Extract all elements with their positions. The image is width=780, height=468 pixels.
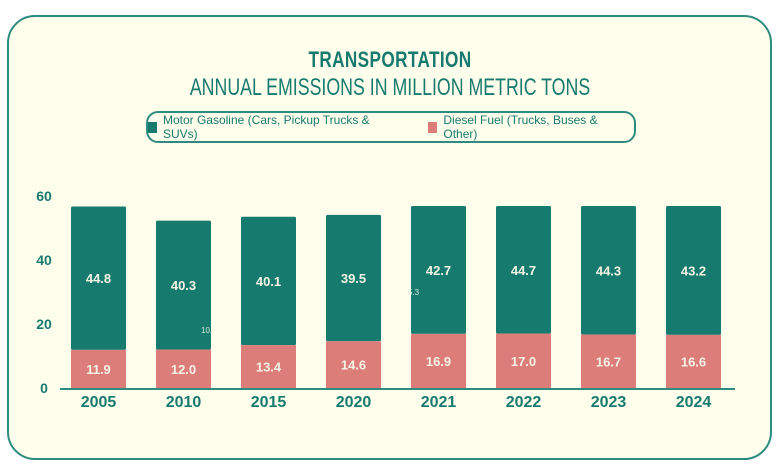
data-label-gasoline: 44.8 — [86, 271, 111, 286]
bar-diesel[interactable] — [326, 341, 381, 388]
bar-diesel[interactable] — [156, 349, 211, 388]
x-tick-label: 2005 — [81, 394, 117, 411]
data-label-gasoline: 40.3 — [171, 278, 196, 293]
legend-item-gasoline[interactable]: Motor Gasoline (Cars, Pickup Trucks & SU… — [148, 113, 406, 141]
data-label-diesel: 16.9 — [426, 354, 451, 369]
x-tick-label: 2022 — [506, 394, 542, 411]
legend-swatch-gasoline — [148, 121, 157, 133]
bar-gasoline[interactable] — [666, 206, 721, 335]
annotation-fragment: 5.3 — [408, 288, 420, 297]
data-label-diesel: 16.6 — [681, 354, 706, 369]
bar-diesel[interactable] — [411, 333, 466, 388]
bar-diesel[interactable] — [71, 349, 126, 388]
data-label-gasoline: 43.2 — [681, 263, 706, 278]
legend-swatch-diesel — [428, 121, 438, 133]
x-tick-label: 2020 — [336, 394, 372, 411]
legend-label-diesel: Diesel Fuel (Trucks, Buses & Other) — [443, 113, 598, 141]
bars: 44.8 11.9 40.3 12.0 40.1 13.4 39.5 14.6 42.7 16.9… — [71, 206, 721, 388]
x-tick-label: 2024 — [676, 394, 712, 411]
y-tick-label: 20 — [36, 316, 52, 332]
data-label-diesel: 17.0 — [511, 354, 536, 369]
data-label-gasoline: 44.7 — [511, 263, 536, 278]
chart-card — [7, 15, 772, 460]
data-label-gasoline: 42.7 — [426, 263, 451, 278]
x-tick-label: 2015 — [251, 394, 287, 411]
bar-gasoline[interactable] — [581, 206, 636, 335]
bar-diesel[interactable] — [496, 333, 551, 388]
legend-item-diesel[interactable]: Diesel Fuel (Trucks, Buses & Other) — [428, 113, 634, 141]
annotation-fragment: 10. — [201, 326, 212, 335]
x-tick-label: 2010 — [166, 394, 202, 411]
data-label-gasoline: 40.1 — [256, 274, 281, 289]
bar-gasoline[interactable] — [496, 206, 551, 334]
bar-gasoline[interactable] — [156, 220, 211, 350]
data-label-gasoline: 44.3 — [596, 263, 621, 278]
x-tick-label: 2021 — [421, 394, 457, 411]
data-label-diesel: 13.4 — [256, 360, 282, 375]
y-tick-label: 0 — [40, 380, 48, 396]
x-tick-label: 2023 — [591, 394, 627, 411]
bar-diesel[interactable] — [666, 334, 721, 388]
data-label-diesel: 14.6 — [341, 358, 366, 373]
data-label-diesel: 16.7 — [596, 354, 621, 369]
y-tick-label: 40 — [36, 252, 52, 268]
annotations: 10. 5.3 — [201, 288, 420, 335]
data-label-gasoline: 39.5 — [341, 271, 366, 286]
chart-subtitle: ANNUAL EMISSIONS IN MILLION METRIC TONS — [189, 74, 591, 101]
y-tick-label: 60 — [36, 188, 52, 204]
bar-gasoline[interactable] — [326, 214, 381, 342]
data-label-diesel: 12.0 — [171, 362, 196, 377]
legend-label-gasoline: Motor Gasoline (Cars, Pickup Trucks & SU… — [162, 113, 370, 141]
bar-diesel[interactable] — [241, 345, 296, 388]
bar-gasoline[interactable] — [241, 216, 296, 346]
chart-title: TRANSPORTATION — [308, 47, 472, 72]
legend: Motor Gasoline (Cars, Pickup Trucks & SU… — [146, 111, 636, 143]
data-label-diesel: 11.9 — [86, 362, 111, 377]
bar-gasoline[interactable] — [411, 206, 466, 334]
x-axis: 2005 2010 2015 2020 2021 2022 2023 2024 — [81, 394, 712, 411]
y-axis: 0 20 40 60 — [36, 188, 52, 396]
bar-gasoline[interactable] — [71, 206, 126, 350]
bar-diesel[interactable] — [581, 334, 636, 388]
